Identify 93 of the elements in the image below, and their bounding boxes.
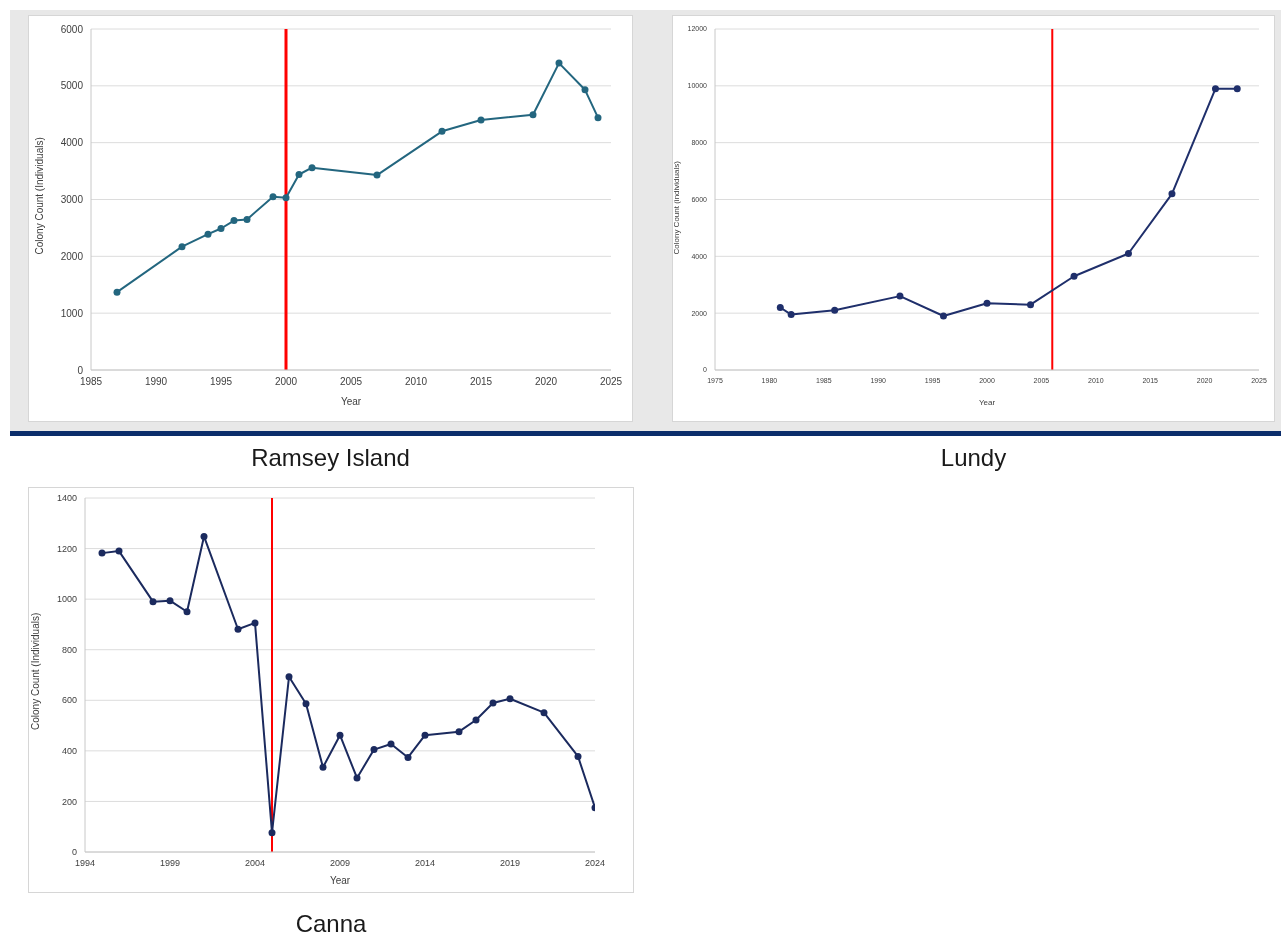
point	[178, 243, 186, 251]
point	[243, 215, 251, 223]
text: Ramsey Island	[250, 444, 411, 472]
y-tick-label: 1400	[56, 493, 77, 504]
y-tick-label: 0	[71, 847, 77, 858]
point	[302, 700, 310, 708]
text: Canna	[294, 910, 368, 937]
point	[113, 288, 121, 296]
point	[896, 292, 904, 300]
y-tick-label: 800	[61, 644, 77, 655]
point	[370, 746, 378, 754]
point	[540, 709, 548, 717]
y-axis-title: Colony Count (Individuals)	[29, 612, 41, 730]
y-tick-label: 4000	[60, 137, 84, 149]
y-tick-label: 600	[61, 695, 77, 706]
x-tick-label: 1994	[74, 858, 96, 869]
point	[1211, 85, 1219, 93]
y-tick-label: 400	[61, 746, 77, 757]
x-tick-label: 2025	[599, 376, 623, 388]
x-tick-label: 1985	[79, 376, 103, 388]
point	[183, 608, 191, 616]
point	[421, 731, 429, 739]
x-tick-label: 2015	[469, 376, 493, 388]
point	[1233, 85, 1241, 93]
point	[217, 224, 225, 232]
x-tick-label: 2014	[414, 858, 436, 869]
x-tick-label: 2005	[339, 376, 363, 388]
point	[200, 532, 208, 540]
point	[295, 170, 303, 178]
x-tick-label: 1990	[144, 376, 168, 388]
point	[251, 619, 259, 627]
point	[319, 763, 327, 771]
point	[166, 597, 174, 605]
point	[489, 699, 497, 707]
point	[776, 303, 784, 311]
text: Lundy	[939, 444, 1008, 472]
point	[234, 625, 242, 633]
point	[438, 127, 446, 135]
y-tick-label: 2000	[60, 250, 84, 262]
x-tick-label: 1999	[159, 858, 181, 869]
y-tick-label: 5000	[60, 80, 84, 92]
y-tick-label: 1200	[56, 543, 77, 554]
point	[594, 114, 602, 122]
y-tick-label: 1000	[56, 594, 77, 605]
point	[373, 171, 381, 179]
y-axis-title: Colony Count (Individuals)	[33, 137, 45, 255]
point	[285, 673, 293, 681]
point	[269, 193, 277, 201]
point	[506, 695, 514, 703]
y-tick-label: 200	[61, 796, 77, 807]
point	[477, 116, 485, 124]
x-tick-label: 2019	[499, 858, 521, 869]
point	[529, 111, 537, 119]
point	[574, 752, 582, 760]
x-tick-label: 2024	[584, 858, 606, 869]
point	[1124, 249, 1132, 257]
point	[1168, 190, 1176, 198]
y-axis-title: Colony Count (individuals)	[671, 160, 681, 255]
point	[336, 731, 344, 739]
x-tick-label: 1995	[209, 376, 233, 388]
y-tick-label: 0	[77, 364, 84, 376]
x-tick-label: 2010	[404, 376, 428, 388]
point	[1070, 272, 1078, 280]
point	[1027, 301, 1035, 309]
point	[983, 299, 991, 307]
point	[581, 86, 589, 94]
point	[98, 549, 106, 557]
point	[115, 547, 123, 555]
point	[308, 164, 316, 172]
point	[230, 217, 238, 225]
point	[282, 194, 290, 202]
x-tick-label: 2004	[244, 858, 266, 869]
x-tick-label: 2020	[534, 376, 558, 388]
x-axis-title: Year	[978, 398, 996, 407]
point	[455, 728, 463, 736]
x-axis-title: Year	[340, 396, 362, 407]
point	[831, 306, 839, 314]
point	[404, 753, 412, 761]
point	[939, 312, 947, 320]
x-tick-label: 2000	[274, 376, 298, 388]
x-tick-label: 2009	[329, 858, 351, 869]
point	[204, 230, 212, 238]
point	[555, 59, 563, 67]
point	[472, 716, 480, 724]
y-tick-label: 1000	[60, 307, 84, 319]
point	[268, 829, 276, 837]
y-tick-label: 6000	[60, 23, 84, 35]
point	[353, 774, 361, 782]
point	[149, 598, 157, 606]
x-axis-title: Year	[329, 875, 351, 886]
point	[387, 740, 395, 748]
y-tick-label: 3000	[60, 194, 84, 206]
point	[787, 311, 795, 319]
